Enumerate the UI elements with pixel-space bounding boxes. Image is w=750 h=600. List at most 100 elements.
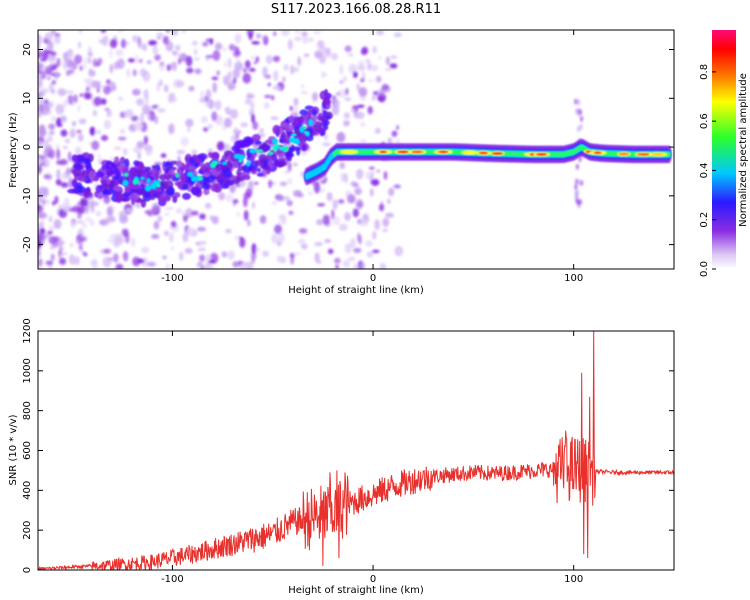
noise-blob — [73, 54, 83, 65]
noise-blob — [396, 125, 400, 131]
noise-blob — [378, 203, 385, 212]
noise-blob — [138, 58, 143, 63]
noise-blob — [133, 146, 142, 154]
noise-blob — [222, 47, 227, 52]
colorbar-tick-label: 0.6 — [699, 113, 710, 129]
peak-blob — [291, 133, 297, 137]
noise-blob — [243, 210, 249, 221]
smear-blob — [576, 126, 580, 133]
noise-blob — [158, 64, 166, 72]
energy-blob — [278, 153, 285, 160]
noise-blob — [393, 32, 402, 38]
hot-core — [593, 151, 602, 155]
noise-blob — [64, 138, 71, 144]
noise-blob — [352, 208, 359, 218]
noise-blob — [56, 57, 61, 67]
noise-blob — [62, 145, 69, 149]
snr-y-tick-label: 600 — [22, 441, 33, 460]
noise-blob — [227, 57, 232, 69]
energy-blob — [203, 188, 210, 196]
noise-blob — [136, 140, 145, 149]
noise-blob — [324, 238, 332, 243]
colorbar-ticks: 0.0 0.2 0.4 0.6 0.8 — [699, 64, 716, 277]
noise-blob — [221, 251, 228, 258]
energy-blob — [192, 170, 198, 177]
energy-blob — [202, 182, 211, 190]
noise-blob — [200, 115, 208, 124]
noise-blob — [236, 212, 241, 217]
noise-blob — [162, 35, 169, 45]
noise-blob — [232, 202, 237, 207]
noise-blob — [115, 49, 124, 57]
noise-blob — [374, 127, 381, 134]
noise-blob — [46, 41, 54, 53]
noise-blob — [376, 169, 381, 173]
noise-blob — [117, 96, 124, 102]
energy-blob — [72, 168, 82, 177]
peak-blob — [299, 126, 305, 133]
noise-blob — [205, 89, 212, 100]
noise-blob — [359, 218, 369, 227]
colorbar-gradient — [712, 30, 736, 269]
spectrogram-y-tick-label: 0 — [22, 144, 33, 150]
snr-series-line — [38, 331, 674, 570]
noise-blob — [212, 50, 221, 61]
energy-blob — [76, 185, 86, 194]
snr-x-tick-label: 100 — [564, 574, 583, 585]
energy-blob — [75, 162, 81, 168]
energy-blob — [258, 153, 268, 163]
noise-blob — [66, 58, 74, 69]
noise-blob — [244, 99, 252, 105]
smear-blob — [580, 115, 584, 122]
noise-blob — [55, 178, 62, 186]
noise-blob — [262, 250, 269, 257]
noise-blob — [297, 56, 302, 67]
noise-blob — [146, 60, 152, 65]
spectrogram-y-tick-label: -20 — [22, 236, 33, 252]
energy-blob — [116, 191, 123, 201]
noise-blob — [326, 192, 333, 202]
energy-blob — [223, 180, 230, 189]
energy-blob — [322, 123, 329, 131]
noise-blob — [67, 94, 74, 105]
noise-blob — [237, 260, 243, 266]
noise-blob — [282, 195, 290, 202]
noise-blob — [318, 44, 326, 54]
noise-blob — [391, 130, 398, 137]
peak-blob — [175, 173, 180, 178]
noise-blob — [371, 64, 379, 72]
noise-blob — [144, 96, 150, 105]
noise-blob — [366, 251, 374, 258]
energy-blob — [168, 170, 176, 175]
energy-blob — [181, 192, 191, 200]
noise-blob — [46, 76, 51, 80]
noise-blob — [292, 67, 300, 73]
energy-blob — [199, 162, 205, 168]
noise-blob — [353, 247, 362, 253]
noise-blob — [287, 39, 293, 50]
noise-blob — [293, 97, 299, 106]
noise-blob — [164, 84, 169, 93]
noise-blob — [156, 81, 160, 93]
noise-blob — [167, 93, 175, 104]
smear-blob — [575, 197, 579, 204]
noise-blob — [172, 61, 178, 72]
noise-blob — [61, 204, 71, 212]
noise-blob — [48, 215, 53, 223]
noise-blob — [232, 261, 239, 268]
noise-blob — [60, 129, 68, 137]
noise-blob — [38, 258, 43, 267]
energy-blob — [298, 134, 307, 144]
noise-blob — [144, 209, 152, 215]
noise-blob — [287, 161, 292, 172]
noise-blob — [286, 200, 293, 207]
smear-blob — [576, 179, 580, 186]
noise-blob — [119, 128, 126, 134]
noise-blob — [110, 156, 114, 162]
noise-blob — [38, 38, 45, 42]
peak-blob — [293, 139, 301, 145]
snr-x-tick-label: -100 — [161, 574, 184, 585]
noise-blob — [103, 248, 112, 254]
hot-core — [464, 151, 475, 154]
noise-blob — [262, 35, 267, 41]
